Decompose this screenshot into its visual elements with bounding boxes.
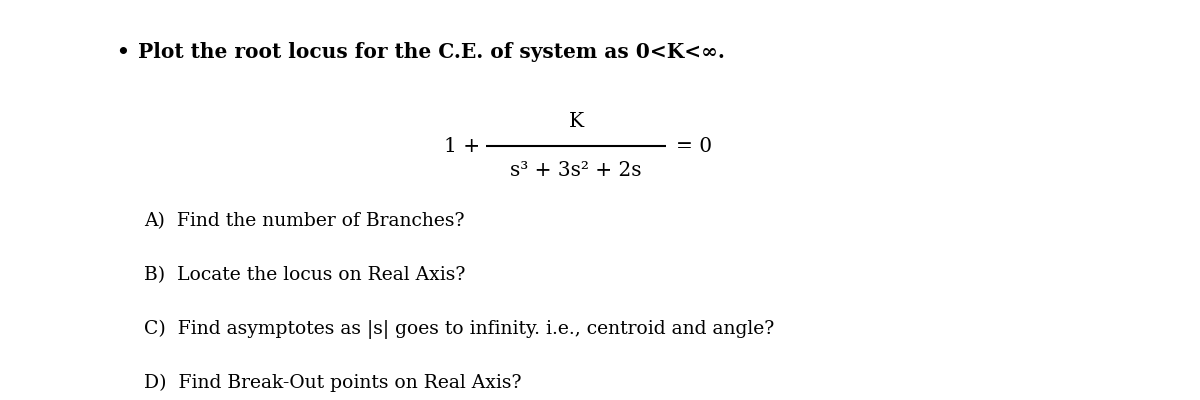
Text: D)  Find Break-Out points on Real Axis?: D) Find Break-Out points on Real Axis? xyxy=(144,374,522,392)
Text: s³ + 3s² + 2s: s³ + 3s² + 2s xyxy=(510,161,642,180)
Text: Plot the root locus for the C.E. of system as 0<K<∞.: Plot the root locus for the C.E. of syst… xyxy=(138,42,725,62)
Text: C)  Find asymptotes as |s| goes to infinity. i.e., centroid and angle?: C) Find asymptotes as |s| goes to infini… xyxy=(144,320,774,339)
Text: K: K xyxy=(569,112,583,131)
Text: 1 +: 1 + xyxy=(444,136,480,156)
Text: A)  Find the number of Branches?: A) Find the number of Branches? xyxy=(144,212,464,230)
Text: = 0: = 0 xyxy=(676,136,712,156)
Text: B)  Locate the locus on Real Axis?: B) Locate the locus on Real Axis? xyxy=(144,266,466,284)
Text: •: • xyxy=(116,42,130,62)
